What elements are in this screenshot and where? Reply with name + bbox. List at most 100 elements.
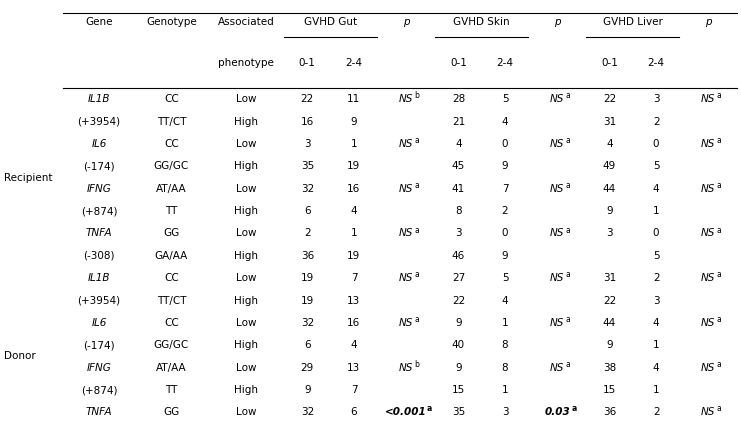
Text: 45: 45	[452, 161, 465, 172]
Text: 22: 22	[452, 295, 465, 306]
Text: Low: Low	[236, 362, 256, 373]
Text: a: a	[565, 315, 570, 324]
Text: Donor: Donor	[4, 351, 36, 362]
Text: 3: 3	[455, 228, 462, 239]
Text: 3: 3	[502, 407, 508, 418]
Text: 5: 5	[502, 273, 508, 283]
Text: NS: NS	[701, 362, 716, 373]
Text: NS: NS	[701, 407, 716, 418]
Text: 2-4: 2-4	[496, 58, 514, 68]
Text: GA/AA: GA/AA	[155, 251, 188, 261]
Text: 7: 7	[502, 184, 508, 194]
Text: 16: 16	[348, 318, 361, 328]
Text: 5: 5	[653, 161, 659, 172]
Text: High: High	[234, 385, 258, 395]
Text: 0: 0	[502, 228, 508, 239]
Text: a: a	[565, 136, 570, 145]
Text: 19: 19	[301, 295, 314, 306]
Text: 22: 22	[603, 295, 616, 306]
Text: (+3954): (+3954)	[78, 117, 121, 127]
Text: b: b	[414, 360, 419, 369]
Text: (+874): (+874)	[81, 385, 117, 395]
Text: a: a	[414, 181, 419, 190]
Text: Low: Low	[236, 139, 256, 149]
Text: (+874): (+874)	[81, 206, 117, 216]
Text: 2: 2	[653, 117, 659, 127]
Text: NS: NS	[399, 184, 413, 194]
Text: a: a	[565, 226, 570, 234]
Text: p: p	[554, 17, 561, 27]
Text: 4: 4	[350, 206, 357, 216]
Text: CC: CC	[164, 94, 179, 104]
Text: 8: 8	[455, 206, 462, 216]
Text: 8: 8	[502, 362, 508, 373]
Text: 0: 0	[653, 139, 659, 149]
Text: High: High	[234, 295, 258, 306]
Text: 0-1: 0-1	[450, 58, 467, 68]
Text: 9: 9	[606, 206, 613, 216]
Text: TT: TT	[165, 206, 178, 216]
Text: 16: 16	[348, 184, 361, 194]
Text: 15: 15	[603, 385, 616, 395]
Text: GG/GC: GG/GC	[154, 161, 189, 172]
Text: 28: 28	[452, 94, 465, 104]
Text: NS: NS	[399, 94, 413, 104]
Text: a: a	[571, 405, 576, 413]
Text: 6: 6	[304, 340, 310, 350]
Text: a: a	[717, 360, 721, 369]
Text: Associated: Associated	[217, 17, 274, 27]
Text: 46: 46	[452, 251, 465, 261]
Text: 32: 32	[301, 407, 314, 418]
Text: TT/CT: TT/CT	[157, 117, 186, 127]
Text: 4: 4	[502, 295, 508, 306]
Text: a: a	[414, 136, 419, 145]
Text: a: a	[426, 405, 431, 413]
Text: 5: 5	[502, 94, 508, 104]
Text: 9: 9	[455, 318, 462, 328]
Text: a: a	[414, 226, 419, 234]
Text: Low: Low	[236, 273, 256, 283]
Text: NS: NS	[550, 94, 565, 104]
Text: GVHD Liver: GVHD Liver	[603, 17, 662, 27]
Text: AT/AA: AT/AA	[156, 362, 187, 373]
Text: 44: 44	[603, 318, 616, 328]
Text: NS: NS	[399, 139, 413, 149]
Text: a: a	[717, 226, 721, 234]
Text: a: a	[717, 92, 721, 100]
Text: TT: TT	[165, 385, 178, 395]
Text: 0: 0	[502, 139, 508, 149]
Text: IL6: IL6	[91, 318, 107, 328]
Text: NS: NS	[701, 318, 716, 328]
Text: 0: 0	[653, 228, 659, 239]
Text: a: a	[565, 360, 570, 369]
Text: NS: NS	[550, 318, 565, 328]
Text: 1: 1	[502, 385, 508, 395]
Text: CC: CC	[164, 273, 179, 283]
Text: TNFA: TNFA	[86, 407, 113, 418]
Text: <0.001: <0.001	[385, 407, 427, 418]
Text: 31: 31	[603, 117, 616, 127]
Text: 8: 8	[502, 340, 508, 350]
Text: a: a	[717, 315, 721, 324]
Text: 32: 32	[301, 184, 314, 194]
Text: NS: NS	[701, 273, 716, 283]
Text: GG/GC: GG/GC	[154, 340, 189, 350]
Text: AT/AA: AT/AA	[156, 184, 187, 194]
Text: Low: Low	[236, 228, 256, 239]
Text: 4: 4	[653, 184, 659, 194]
Text: GG: GG	[163, 407, 179, 418]
Text: 4: 4	[455, 139, 462, 149]
Text: 0.03: 0.03	[545, 407, 570, 418]
Text: 35: 35	[301, 161, 314, 172]
Text: 19: 19	[301, 273, 314, 283]
Text: (-308): (-308)	[84, 251, 115, 261]
Text: 13: 13	[348, 295, 361, 306]
Text: TT/CT: TT/CT	[157, 295, 186, 306]
Text: 6: 6	[350, 407, 357, 418]
Text: CC: CC	[164, 139, 179, 149]
Text: IL1B: IL1B	[88, 94, 110, 104]
Text: a: a	[717, 136, 721, 145]
Text: 9: 9	[606, 340, 613, 350]
Text: 3: 3	[606, 228, 613, 239]
Text: a: a	[414, 270, 419, 279]
